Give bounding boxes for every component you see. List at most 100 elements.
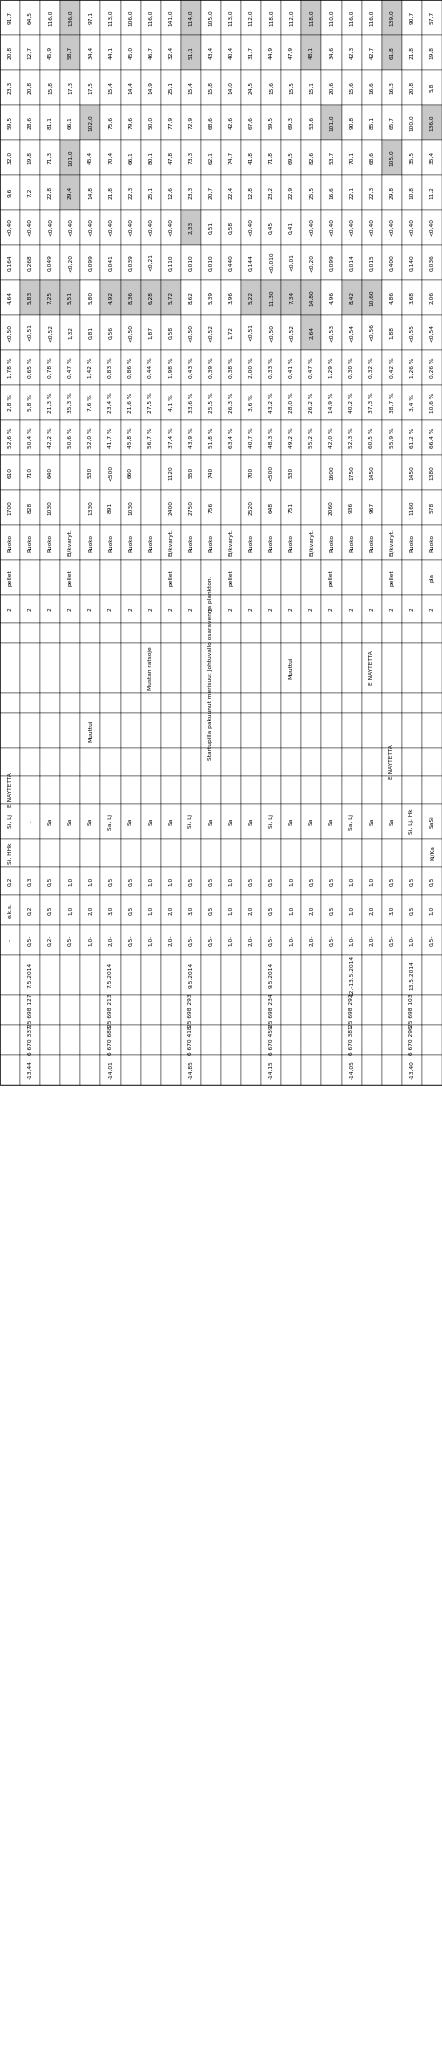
- Text: 20,7: 20,7: [209, 186, 213, 198]
- Text: 0,5: 0,5: [269, 876, 274, 886]
- Bar: [402, 803, 422, 838]
- Bar: [20, 176, 40, 211]
- Text: <0,40: <0,40: [148, 219, 153, 237]
- Bar: [161, 867, 181, 894]
- Text: 7,6 %: 7,6 %: [88, 394, 93, 411]
- Text: 2,0: 2,0: [309, 904, 314, 915]
- Text: 90,8: 90,8: [349, 116, 354, 128]
- Bar: [261, 925, 281, 954]
- Bar: [281, 995, 301, 1024]
- Text: pla: pla: [430, 572, 434, 582]
- Bar: [241, 867, 261, 894]
- Text: 5,39: 5,39: [209, 291, 213, 304]
- Bar: [301, 454, 321, 489]
- Bar: [362, 140, 382, 176]
- Bar: [221, 954, 241, 995]
- Text: 8,36: 8,36: [128, 291, 133, 304]
- Bar: [281, 454, 301, 489]
- Text: 0,5: 0,5: [209, 904, 213, 915]
- Text: 40,7 %: 40,7 %: [249, 427, 254, 448]
- Bar: [181, 105, 201, 140]
- Text: 828: 828: [28, 502, 33, 512]
- Text: 4,96: 4,96: [329, 291, 334, 304]
- Bar: [382, 748, 402, 776]
- Bar: [161, 642, 181, 694]
- Text: 1,0-: 1,0-: [289, 933, 294, 946]
- Text: 0,015: 0,015: [369, 254, 374, 271]
- Bar: [402, 349, 422, 384]
- Text: 14,9 %: 14,9 %: [329, 392, 334, 413]
- Text: 73,3: 73,3: [188, 151, 193, 163]
- Bar: [382, 316, 402, 349]
- Bar: [40, 838, 60, 867]
- Text: <0,40: <0,40: [108, 219, 113, 237]
- Text: 65,7: 65,7: [389, 116, 394, 128]
- Bar: [382, 894, 402, 925]
- Bar: [100, 281, 121, 316]
- Text: 0,56: 0,56: [108, 326, 113, 339]
- Bar: [201, 384, 221, 419]
- Text: 15,8: 15,8: [48, 81, 53, 95]
- Bar: [362, 281, 382, 316]
- Text: 11,2: 11,2: [430, 186, 434, 198]
- Text: 82,6: 82,6: [309, 151, 314, 163]
- Text: 1,78 %: 1,78 %: [8, 357, 12, 378]
- Bar: [342, 70, 362, 105]
- Bar: [422, 803, 442, 838]
- Text: 14,0: 14,0: [229, 81, 233, 95]
- Bar: [342, 246, 362, 281]
- Bar: [362, 894, 382, 925]
- Text: 0,38 %: 0,38 %: [229, 357, 233, 378]
- Text: 12,7: 12,7: [28, 45, 33, 60]
- Bar: [100, 316, 121, 349]
- Text: 0,51: 0,51: [209, 221, 213, 233]
- Text: 0,32 %: 0,32 %: [369, 357, 374, 378]
- Bar: [321, 70, 342, 105]
- Text: 11,30: 11,30: [269, 289, 274, 306]
- Bar: [382, 954, 402, 995]
- Bar: [100, 454, 121, 489]
- Bar: [321, 776, 342, 803]
- Bar: [161, 624, 181, 642]
- Text: 0,440: 0,440: [229, 254, 233, 271]
- Text: E NAYTETTA: E NAYTETTA: [8, 772, 12, 807]
- Text: -14,01: -14,01: [108, 1061, 113, 1080]
- Text: 0,2: 0,2: [8, 876, 12, 886]
- Text: 0,5-: 0,5-: [269, 933, 274, 946]
- Bar: [60, 694, 80, 712]
- Bar: [321, 838, 342, 867]
- Bar: [241, 694, 261, 712]
- Bar: [362, 384, 382, 419]
- Text: Mustan ratsoje: Mustan ratsoje: [148, 646, 153, 690]
- Bar: [181, 525, 201, 560]
- Bar: [261, 140, 281, 176]
- Bar: [221, 525, 241, 560]
- Text: 41,8: 41,8: [249, 151, 254, 163]
- Bar: [342, 838, 362, 867]
- Bar: [402, 954, 422, 995]
- Text: 0,5-: 0,5-: [430, 933, 434, 946]
- Bar: [100, 349, 121, 384]
- Bar: [422, 176, 442, 211]
- Bar: [161, 281, 181, 316]
- Text: 1,0-: 1,0-: [409, 933, 414, 946]
- Text: 1,29 %: 1,29 %: [329, 357, 334, 378]
- Text: <0,40: <0,40: [168, 219, 173, 237]
- Bar: [100, 694, 121, 712]
- Bar: [0, 384, 20, 419]
- Text: 141,0: 141,0: [168, 8, 173, 25]
- Bar: [100, 867, 121, 894]
- Bar: [241, 246, 261, 281]
- Bar: [321, 281, 342, 316]
- Text: 61,8: 61,8: [389, 45, 394, 60]
- Bar: [221, 0, 241, 35]
- Text: 2400: 2400: [168, 500, 173, 514]
- Bar: [121, 838, 141, 867]
- Bar: [221, 995, 241, 1024]
- Bar: [161, 246, 181, 281]
- Text: 25 698 292: 25 698 292: [349, 993, 354, 1026]
- Text: 5,83: 5,83: [28, 291, 33, 304]
- Bar: [261, 384, 281, 419]
- Bar: [161, 1024, 181, 1055]
- Bar: [60, 776, 80, 803]
